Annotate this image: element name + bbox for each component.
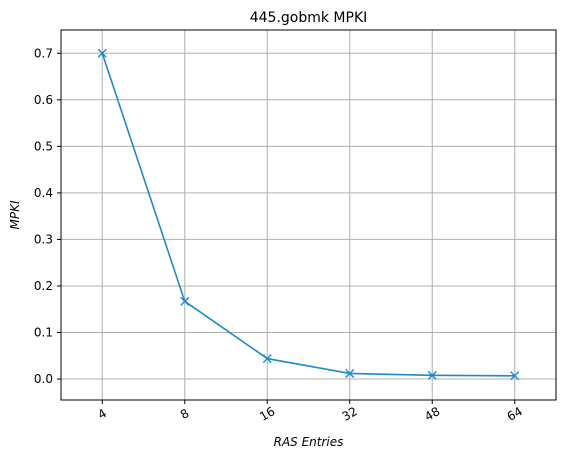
chart-title: 445.gobmk MPKI	[250, 10, 368, 26]
x-tick-label: 64	[505, 404, 525, 424]
y-tick-label: 0.4	[34, 186, 53, 200]
y-axis-label: MPKI	[8, 200, 22, 229]
y-tick-label: 0.3	[34, 232, 53, 246]
series-layer	[97, 48, 520, 381]
marker-stroke	[427, 370, 437, 380]
marker-stroke	[345, 368, 355, 378]
marker-stroke	[180, 296, 190, 306]
data-point-marker	[180, 296, 190, 306]
y-tick-label: 0.0	[34, 372, 53, 386]
data-point-marker	[262, 354, 272, 364]
x-tick-label: 32	[340, 404, 360, 424]
plot-frame	[60, 29, 557, 401]
x-tick-label: 16	[257, 404, 277, 424]
data-point-marker	[427, 370, 437, 380]
grid	[61, 30, 556, 400]
series-line	[101, 53, 515, 377]
marker-stroke	[262, 354, 272, 364]
y-tick-label: 0.1	[34, 326, 53, 340]
y-tick-label: 0.7	[34, 46, 53, 60]
x-tick-label: 48	[422, 404, 442, 424]
y-tick-label: 0.2	[34, 279, 53, 293]
y-tick-label: 0.6	[34, 93, 53, 107]
marker-stroke	[510, 371, 520, 381]
data-point-marker	[510, 371, 520, 381]
ticks: 0.00.10.20.30.40.50.60.74 8 16 32 48 64	[34, 46, 525, 424]
y-tick-label: 0.5	[34, 139, 53, 153]
data-point-marker	[345, 368, 355, 378]
marker-stroke	[97, 48, 107, 58]
data-point-marker	[97, 48, 107, 58]
x-axis-label: RAS Entries	[274, 435, 344, 449]
